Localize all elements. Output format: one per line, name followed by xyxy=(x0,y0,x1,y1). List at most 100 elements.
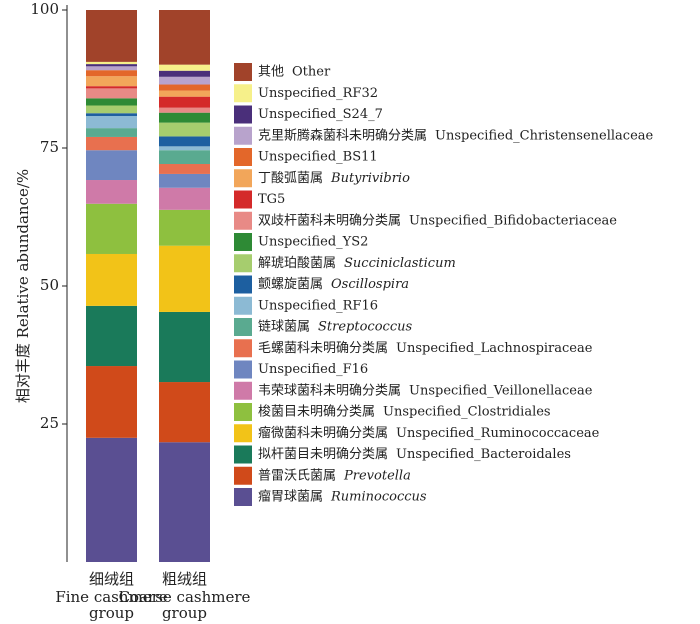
bar-segment xyxy=(159,76,210,85)
legend-label: Unspecified_S24_7 xyxy=(258,107,383,122)
legend-label: 颤螺旋菌属 xyxy=(258,277,323,292)
legend-label: 韦荣球菌科未明确分类属 xyxy=(258,383,401,398)
bar-segment xyxy=(86,136,137,151)
bar-segment xyxy=(86,437,137,562)
bar-segment xyxy=(86,64,137,67)
bar-segment xyxy=(86,150,137,181)
legend-swatch xyxy=(234,126,252,145)
legend-swatch xyxy=(234,190,252,209)
bar-segment xyxy=(86,66,137,71)
legend-label: 双歧杆菌科未明确分类属 xyxy=(258,213,401,228)
legend-swatch xyxy=(234,403,252,421)
legend-swatch xyxy=(234,381,252,400)
legend-swatch xyxy=(234,233,252,251)
legend-label-en: Other xyxy=(292,65,331,80)
legend-label: 解琥珀酸菌属 xyxy=(258,256,336,271)
legend-swatch xyxy=(234,148,252,166)
legend-label: 丁酸弧菌属 xyxy=(258,171,323,186)
legend-label-en: Ruminococcus xyxy=(330,490,427,505)
legend-swatch xyxy=(234,424,252,443)
bar-segment xyxy=(159,245,210,312)
legend-label: 普雷沃氏菌属 xyxy=(258,468,336,483)
legend-swatch xyxy=(234,105,252,124)
bar-segment xyxy=(159,187,210,210)
legend-swatch xyxy=(234,360,252,379)
y-axis-label: 相对丰度 Relative abundance/% xyxy=(14,169,32,403)
bar-segment xyxy=(86,86,137,89)
legend-label: 毛螺菌科未明确分类属 xyxy=(258,341,388,356)
bar-segment xyxy=(86,253,137,306)
bar-segment xyxy=(159,70,210,77)
legend-label: Unspecified_F16 xyxy=(258,362,368,377)
legend-label-en: Unspecified_Veillonellaceae xyxy=(409,383,593,398)
legend-label: 瘤胃球菌属 xyxy=(258,489,323,505)
legend-swatch xyxy=(234,84,252,103)
y-tick-label: 50 xyxy=(40,276,59,294)
bar-segment xyxy=(159,96,210,108)
x-tick-label-en: group xyxy=(89,604,134,622)
bar-segment xyxy=(159,112,210,123)
bar-segment xyxy=(159,136,210,147)
legend-swatch xyxy=(234,169,252,188)
x-tick-label: 细绒组 xyxy=(89,570,134,588)
x-tick-label-en: Fine cashmere xyxy=(55,588,167,606)
bar-segment xyxy=(159,90,210,97)
bar-segment xyxy=(86,115,137,129)
x-tick-label: 粗绒组 xyxy=(162,570,207,588)
legend-label: Unspecified_RF32 xyxy=(258,86,378,101)
bar-segment xyxy=(159,64,210,71)
bar-segment xyxy=(159,164,210,174)
legend-label: Unspecified_RF16 xyxy=(258,298,378,313)
bar-segment xyxy=(159,10,210,65)
legend-swatch xyxy=(234,488,252,506)
legend-label-en: Unspecified_Clostridiales xyxy=(383,405,551,420)
bar-segment xyxy=(86,10,137,62)
legend-swatch xyxy=(234,254,252,273)
bar-segment xyxy=(159,146,210,151)
legend-label-en: Prevotella xyxy=(343,468,411,483)
legend-label: Unspecified_BS11 xyxy=(258,150,378,165)
legend-label: 链球菌属 xyxy=(258,320,310,335)
bar-segment xyxy=(86,305,137,367)
legend-label: 克里斯腾森菌科未明确分类属 xyxy=(258,127,427,143)
legend-swatch xyxy=(234,466,252,485)
bar-segment xyxy=(86,128,137,137)
bar-segment xyxy=(159,84,210,91)
legend-label: 其他 xyxy=(258,65,284,80)
y-tick-label: 75 xyxy=(40,138,59,156)
legend-label: TG5 xyxy=(258,192,285,207)
legend-swatch xyxy=(234,211,252,230)
bar-segment xyxy=(86,76,137,87)
legend-label-en: Unspecified_Bifidobacteriaceae xyxy=(409,213,617,228)
bar-segment xyxy=(159,311,210,383)
legend-label-en: Unspecified_Bacteroidales xyxy=(396,447,571,462)
legend-swatch xyxy=(234,318,252,336)
legend-label-en: Butyrivibrio xyxy=(330,171,410,186)
legend-swatch xyxy=(234,339,252,358)
legend-label: Unspecified_YS2 xyxy=(258,235,368,250)
bar-segment xyxy=(159,442,210,562)
legend-label: 拟杆菌目未明确分类属 xyxy=(258,447,388,462)
bar-segment xyxy=(86,61,137,65)
bar-segment xyxy=(86,180,137,204)
bar-segment xyxy=(159,209,210,246)
legend-swatch xyxy=(234,296,252,315)
legend-label-en: Unspecified_Christensenellaceae xyxy=(435,128,654,143)
bar-segment xyxy=(86,88,137,99)
legend-label-en: Oscillospira xyxy=(331,277,409,292)
legend-label-en: Succiniclasticum xyxy=(344,256,456,271)
x-tick-label-en: group xyxy=(162,604,207,622)
bar-segment xyxy=(86,366,137,438)
bar-segment xyxy=(86,113,137,116)
legend-label-en: Unspecified_Ruminococcaceae xyxy=(396,426,600,441)
bar-segment xyxy=(159,122,210,137)
x-tick-label-en: Coarse cashmere xyxy=(119,588,251,606)
bar-segment xyxy=(86,203,137,254)
y-tick-label: 25 xyxy=(40,414,59,432)
bar-segment xyxy=(159,107,210,113)
bar-segment xyxy=(159,173,210,188)
bar-segment xyxy=(86,98,137,106)
legend-label-en: Unspecified_Lachnospiraceae xyxy=(396,341,593,356)
bar-segment xyxy=(86,70,137,77)
